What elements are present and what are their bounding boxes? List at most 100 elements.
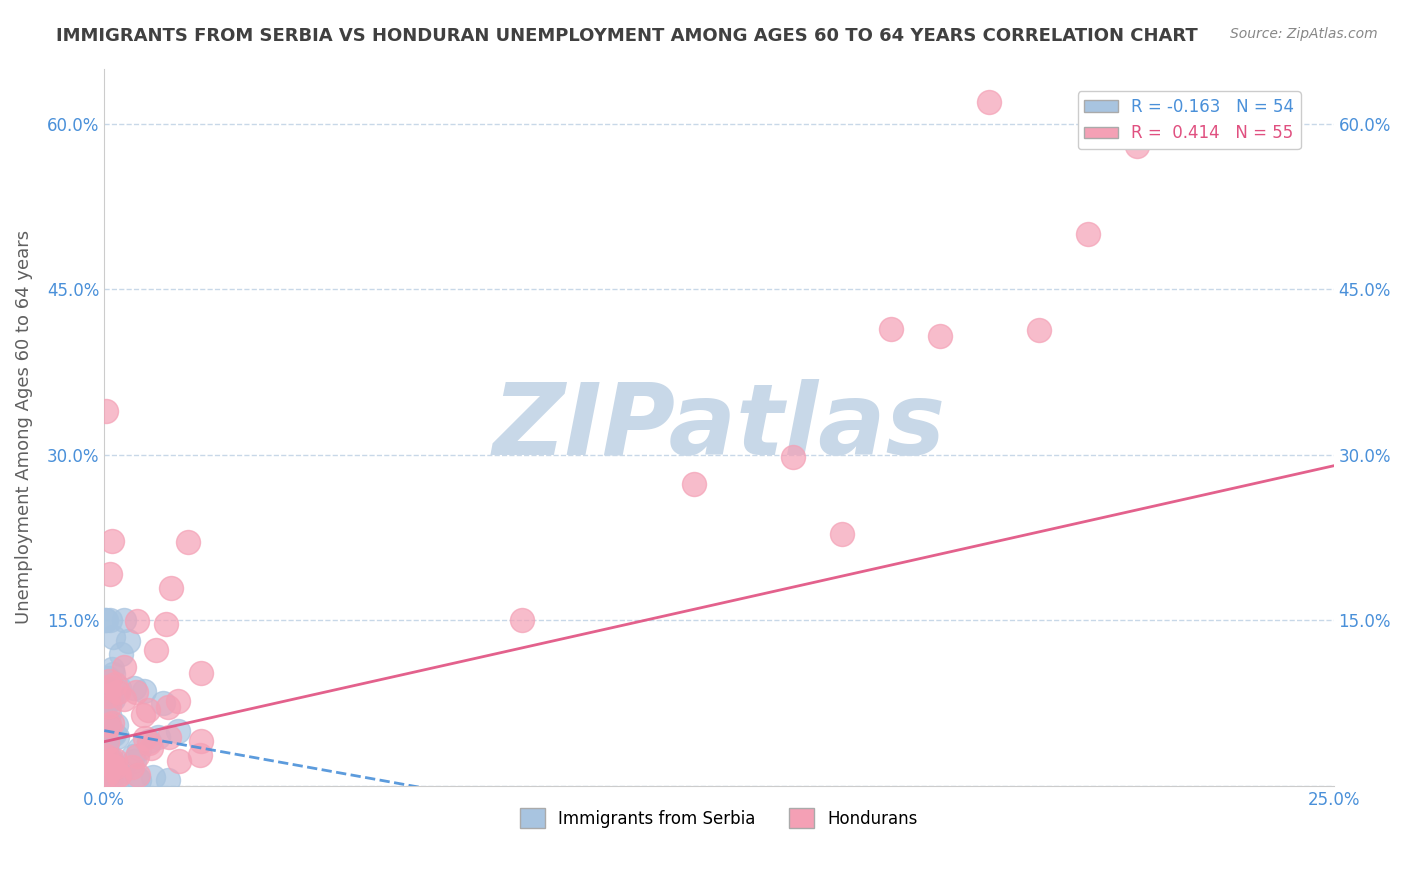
Point [112,660,135,674]
Point [100,662,122,676]
Point [190,734,212,748]
Point [96,773,118,788]
Point [979,95,1001,109]
Point [105,730,128,744]
Text: ZIPatlas: ZIPatlas [492,378,945,475]
Point [1077,227,1099,241]
Point [152,696,174,710]
Point [93,756,115,770]
Point [98,566,121,581]
Point [132,708,155,723]
Point [125,748,148,763]
Point [97,757,120,772]
Point [134,731,156,745]
Point [96,748,118,763]
Point [107,684,129,698]
Point [510,613,533,627]
Point [136,703,159,717]
Point [97,690,120,704]
Point [101,666,124,681]
Point [103,692,125,706]
Point [94,765,117,780]
Point [103,726,125,740]
Point [167,693,190,707]
Point [94,752,117,766]
Point [177,535,200,549]
Point [108,767,131,781]
Text: IMMIGRANTS FROM SERBIA VS HONDURAN UNEMPLOYMENT AMONG AGES 60 TO 64 YEARS CORREL: IMMIGRANTS FROM SERBIA VS HONDURAN UNEMP… [56,27,1198,45]
Point [167,724,190,739]
Legend: Immigrants from Serbia, Hondurans: Immigrants from Serbia, Hondurans [513,801,925,835]
Point [98,749,121,764]
Point [104,760,127,774]
Point [104,677,127,691]
Point [94,613,117,627]
Point [111,764,134,779]
Point [127,771,149,785]
Point [121,760,143,774]
Point [157,700,180,714]
Point [139,741,162,756]
Text: Source: ZipAtlas.com: Source: ZipAtlas.com [1230,27,1378,41]
Point [96,753,118,767]
Point [101,759,124,773]
Point [97,714,120,728]
Point [94,773,117,788]
Point [94,404,117,418]
Point [93,613,115,627]
Point [97,680,120,694]
Point [125,614,148,628]
Point [782,450,804,464]
Point [94,753,117,767]
Point [94,681,117,695]
Point [100,773,122,788]
Point [148,730,170,744]
Point [122,754,145,768]
Point [104,753,127,767]
Point [128,742,150,756]
Point [93,698,115,712]
Point [190,665,212,680]
Point [103,630,125,644]
Point [105,718,128,732]
Point [128,772,150,787]
Point [112,692,135,706]
Point [929,329,952,343]
Point [122,749,145,764]
Point [127,768,149,782]
Point [101,533,124,548]
Point [100,715,122,730]
Point [96,764,118,778]
Point [831,527,853,541]
Point [98,754,121,768]
Point [138,733,160,747]
Point [100,753,122,767]
Point [97,756,120,771]
Point [188,747,211,762]
Point [142,770,165,784]
Point [145,642,167,657]
Y-axis label: Unemployment Among Ages 60 to 64 years: Unemployment Among Ages 60 to 64 years [15,230,32,624]
Point [157,730,180,744]
Point [155,617,177,632]
Point [96,746,118,760]
Point [1028,323,1050,337]
Point [1126,138,1149,153]
Point [98,698,121,713]
Point [104,773,127,788]
Point [103,727,125,741]
Point [167,754,190,768]
Point [117,634,139,648]
Point [160,581,183,595]
Point [98,613,121,627]
Point [97,672,120,686]
Point [98,718,121,732]
Point [880,322,903,336]
Point [100,692,122,706]
Point [122,681,145,696]
Point [112,613,135,627]
Point [108,681,131,695]
Point [107,768,129,782]
Point [96,768,118,782]
Point [110,647,132,661]
